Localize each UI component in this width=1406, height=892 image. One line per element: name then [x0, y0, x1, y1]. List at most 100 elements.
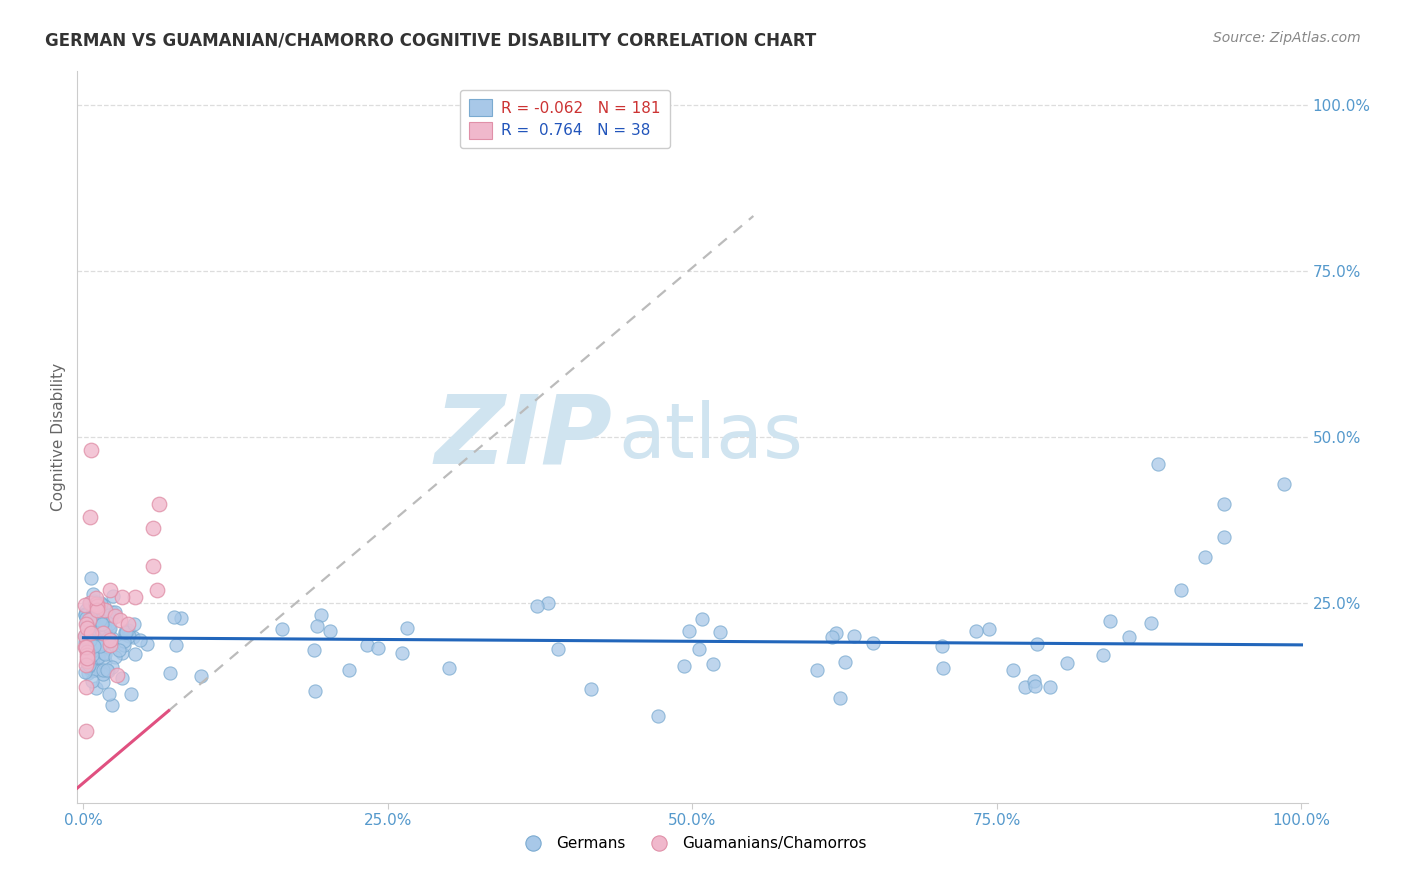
Point [76, 645, 98, 659]
Point [75, 723, 97, 738]
Point [931, 639, 953, 653]
Point [76, 660, 98, 674]
Point [80, 614, 103, 628]
Point [91, 663, 114, 677]
Point [80, 674, 103, 689]
Point [396, 622, 419, 636]
Point [89, 613, 111, 627]
Point [90, 596, 112, 610]
Point [94, 632, 117, 647]
Point [76, 627, 98, 641]
Point [108, 643, 131, 657]
Point [825, 626, 848, 640]
Point [87, 599, 110, 613]
Point [76, 613, 98, 627]
Point [1099, 615, 1122, 629]
Text: ZIP: ZIP [434, 391, 613, 483]
Point [98, 621, 121, 635]
Point [862, 636, 884, 650]
Point [90, 617, 112, 632]
Point [77, 658, 100, 673]
Point [118, 629, 141, 643]
Point [80, 626, 103, 640]
Point [82, 641, 104, 656]
Point [91, 609, 114, 624]
Point [76, 632, 98, 646]
Point [162, 610, 184, 624]
Point [84, 642, 107, 657]
Point [112, 633, 135, 648]
Point [87, 639, 110, 653]
Point [112, 638, 135, 652]
Point [111, 590, 134, 604]
Point [1014, 680, 1036, 694]
Point [1146, 457, 1168, 471]
Point [90, 636, 112, 650]
Point [124, 647, 146, 661]
Point [121, 631, 143, 645]
Point [83, 613, 105, 627]
Point [828, 691, 851, 706]
Point [80, 653, 103, 667]
Point [83, 593, 105, 607]
Point [98, 608, 121, 623]
Point [690, 612, 713, 626]
Point [98, 687, 121, 701]
Legend: Germans, Guamanians/Chamorros: Germans, Guamanians/Chamorros [512, 830, 873, 857]
Point [114, 625, 136, 640]
Point [979, 622, 1001, 636]
Point [702, 657, 724, 671]
Point [90, 597, 112, 611]
Point [75, 681, 97, 695]
Point [89, 617, 111, 632]
Point [82, 663, 104, 677]
Point [83, 635, 105, 649]
Point [93, 646, 115, 660]
Point [104, 608, 127, 623]
Point [75, 602, 97, 616]
Point [76, 648, 98, 662]
Point [1024, 679, 1046, 693]
Point [104, 605, 127, 619]
Point [77, 613, 100, 627]
Point [356, 638, 378, 652]
Point [117, 624, 139, 638]
Point [270, 622, 292, 636]
Point [100, 659, 122, 673]
Point [86, 599, 108, 613]
Point [135, 636, 157, 650]
Point [688, 642, 710, 657]
Point [1194, 549, 1216, 564]
Point [337, 664, 360, 678]
Point [76, 654, 98, 668]
Point [73, 607, 96, 622]
Point [87, 650, 110, 665]
Point [190, 669, 212, 683]
Point [89, 640, 111, 654]
Point [80, 638, 103, 652]
Point [94, 632, 117, 646]
Point [80, 571, 103, 585]
Point [87, 624, 110, 639]
Point [73, 607, 96, 622]
Point [124, 590, 146, 604]
Point [90, 615, 112, 630]
Point [82, 639, 104, 653]
Point [1026, 637, 1049, 651]
Point [1092, 648, 1115, 663]
Point [83, 596, 105, 610]
Point [98, 617, 121, 632]
Point [120, 687, 142, 701]
Point [75, 616, 97, 631]
Point [806, 663, 828, 677]
Point [89, 635, 111, 649]
Point [145, 583, 167, 598]
Text: atlas: atlas [619, 401, 803, 474]
Point [100, 605, 122, 619]
Point [94, 647, 117, 661]
Point [80, 630, 103, 644]
Point [75, 629, 97, 643]
Point [98, 637, 121, 651]
Point [77, 665, 100, 680]
Point [73, 665, 96, 680]
